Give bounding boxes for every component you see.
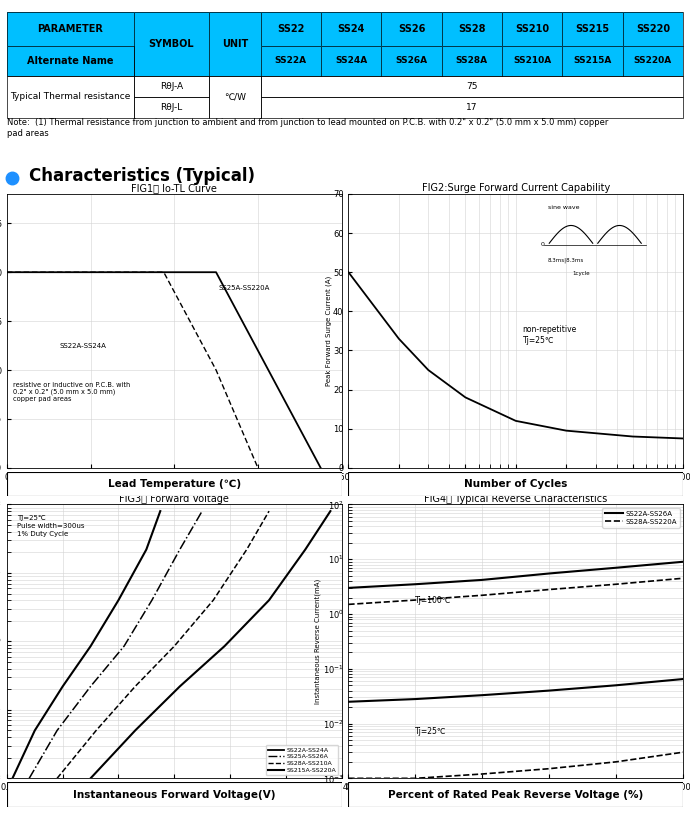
Text: Tj=100℃: Tj=100℃ — [415, 596, 452, 605]
Text: SS220A: SS220A — [634, 56, 672, 65]
Bar — [134, 12, 209, 76]
Bar — [623, 46, 683, 76]
Text: 0: 0 — [541, 242, 544, 247]
Text: SS22: SS22 — [277, 24, 304, 34]
Bar — [502, 12, 562, 46]
Text: SYMBOL: SYMBOL — [148, 39, 195, 49]
Text: SS26: SS26 — [398, 24, 425, 34]
Bar — [261, 76, 683, 97]
Bar — [321, 46, 382, 76]
Text: SS26A: SS26A — [395, 56, 428, 65]
Text: SS215A: SS215A — [573, 56, 612, 65]
Bar — [442, 12, 502, 46]
Text: sine wave: sine wave — [548, 205, 579, 210]
Text: Note:  (1) Thermal resistance from junction to ambient and from junction to lead: Note: (1) Thermal resistance from juncti… — [7, 118, 609, 138]
Text: SS24: SS24 — [337, 24, 365, 34]
Bar — [7, 46, 134, 76]
Bar — [502, 12, 562, 46]
Bar — [442, 46, 502, 76]
Legend: SS22A-SS26A, SS28A-SS220A: SS22A-SS26A, SS28A-SS220A — [602, 508, 680, 527]
Bar — [562, 46, 623, 76]
Text: UNIT: UNIT — [221, 39, 248, 49]
Bar — [562, 12, 623, 46]
Text: SS24A: SS24A — [335, 56, 367, 65]
Text: SS28A: SS28A — [456, 56, 488, 65]
Bar — [502, 46, 562, 76]
Text: Lead Temperature (℃): Lead Temperature (℃) — [108, 479, 241, 489]
Text: 8.3ms|8.3ms: 8.3ms|8.3ms — [548, 257, 584, 262]
Text: Number of Cycles: Number of Cycles — [464, 479, 567, 489]
Title: FIG1： Io-TL Curve: FIG1： Io-TL Curve — [131, 183, 217, 193]
Text: SS220: SS220 — [636, 24, 670, 34]
Bar — [321, 12, 382, 46]
Y-axis label: Instantaneous Reverse Current(mA): Instantaneous Reverse Current(mA) — [315, 579, 322, 704]
Text: 17: 17 — [466, 103, 477, 112]
Text: SS28: SS28 — [458, 24, 486, 34]
Text: Typical Thermal resistance: Typical Thermal resistance — [10, 92, 130, 102]
Text: Instantaneous Forward Voltage(V): Instantaneous Forward Voltage(V) — [73, 790, 275, 800]
Bar — [562, 12, 623, 46]
Text: SS210A: SS210A — [513, 56, 551, 65]
Text: SS22A-SS24A: SS22A-SS24A — [59, 343, 106, 350]
Text: Alternate Name: Alternate Name — [27, 56, 114, 66]
Bar — [261, 12, 321, 46]
Bar — [321, 46, 382, 76]
Bar — [134, 12, 209, 76]
Bar — [562, 46, 623, 76]
Bar — [209, 12, 261, 76]
Bar — [209, 12, 261, 76]
Bar — [382, 46, 442, 76]
Text: TJ=25℃
Pulse width=300us
1% Duty Cycle: TJ=25℃ Pulse width=300us 1% Duty Cycle — [17, 515, 84, 537]
Text: Percent of Rated Peak Reverse Voltage (%): Percent of Rated Peak Reverse Voltage (%… — [388, 790, 643, 800]
Bar — [442, 46, 502, 76]
Y-axis label: Peak Forward Surge Current (A): Peak Forward Surge Current (A) — [325, 275, 332, 386]
Text: non-repetitive
Tj=25℃: non-repetitive Tj=25℃ — [523, 325, 577, 345]
Bar — [261, 12, 321, 46]
Text: 75: 75 — [466, 82, 477, 91]
Bar — [7, 12, 134, 46]
Bar — [261, 46, 321, 76]
Bar — [261, 97, 683, 118]
Bar — [623, 12, 683, 46]
Bar — [7, 46, 134, 76]
Text: SS210: SS210 — [515, 24, 549, 34]
Text: SS25A-SS220A: SS25A-SS220A — [218, 284, 270, 291]
Text: SS22A: SS22A — [275, 56, 307, 65]
Legend: SS22A-SS24A, SS25A-SS26A, SS28A-SS210A, SS215A-SS220A: SS22A-SS24A, SS25A-SS26A, SS28A-SS210A, … — [266, 745, 338, 775]
Title: FIG2:Surge Forward Current Capability: FIG2:Surge Forward Current Capability — [422, 183, 610, 193]
Bar — [134, 76, 209, 97]
Title: FIG3： Forward Voltage: FIG3： Forward Voltage — [119, 494, 229, 504]
Bar — [623, 12, 683, 46]
Text: RθJ-A: RθJ-A — [160, 82, 183, 91]
Text: RθJ-L: RθJ-L — [160, 103, 183, 112]
Bar — [382, 12, 442, 46]
Text: ℃/W: ℃/W — [224, 92, 246, 102]
Bar — [321, 12, 382, 46]
Bar — [209, 76, 261, 118]
Bar — [382, 46, 442, 76]
Bar — [7, 76, 134, 118]
Bar — [134, 97, 209, 118]
Bar — [261, 46, 321, 76]
Text: resistive or inductive on P.C.B. with
0.2" x 0.2" (5.0 mm x 5.0 mm)
copper pad a: resistive or inductive on P.C.B. with 0.… — [13, 381, 130, 403]
Bar — [623, 46, 683, 76]
Title: FIG4： Typical Reverse Characteristics: FIG4： Typical Reverse Characteristics — [424, 494, 607, 504]
Text: 1cycle: 1cycle — [573, 271, 590, 275]
Text: SS215: SS215 — [575, 24, 610, 34]
Text: Characteristics (Typical): Characteristics (Typical) — [28, 167, 255, 185]
X-axis label: Lead Tempreture (℃): Lead Tempreture (℃) — [126, 484, 222, 493]
Bar — [442, 12, 502, 46]
Bar — [382, 12, 442, 46]
Text: PARAMETER: PARAMETER — [37, 24, 104, 34]
Bar — [502, 46, 562, 76]
Bar — [7, 12, 134, 46]
Text: Tj=25℃: Tj=25℃ — [415, 727, 447, 736]
